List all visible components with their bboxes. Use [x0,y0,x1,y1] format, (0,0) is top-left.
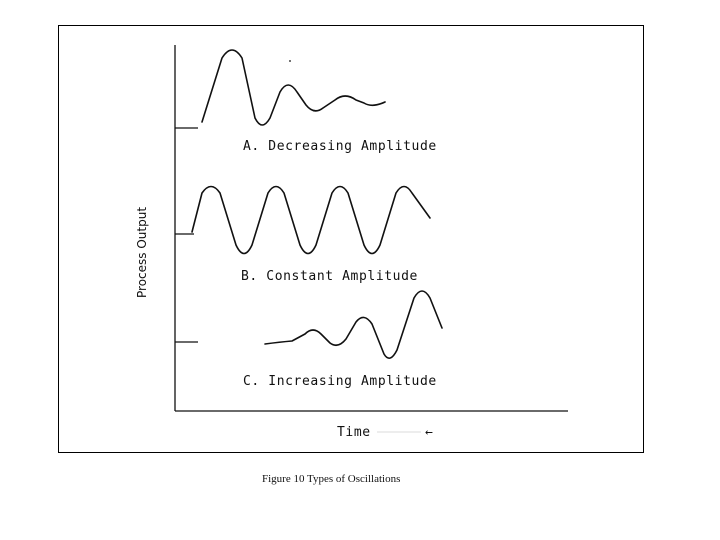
figure-caption: Figure 10 Types of Oscillations [262,473,400,485]
curve-decreasing-amplitude [201,49,386,126]
speck-mark [289,60,291,62]
x-axis-arrow: ← [425,425,433,440]
label-constant-amplitude: B. Constant Amplitude [241,269,418,284]
label-decreasing-amplitude: A. Decreasing Amplitude [243,139,437,154]
curve-constant-amplitude [191,185,431,255]
x-axis-label: Time [337,425,371,440]
label-increasing-amplitude: C. Increasing Amplitude [243,374,437,389]
y-axis-label: Process Output [135,207,149,298]
curve-increasing-amplitude [264,290,443,359]
